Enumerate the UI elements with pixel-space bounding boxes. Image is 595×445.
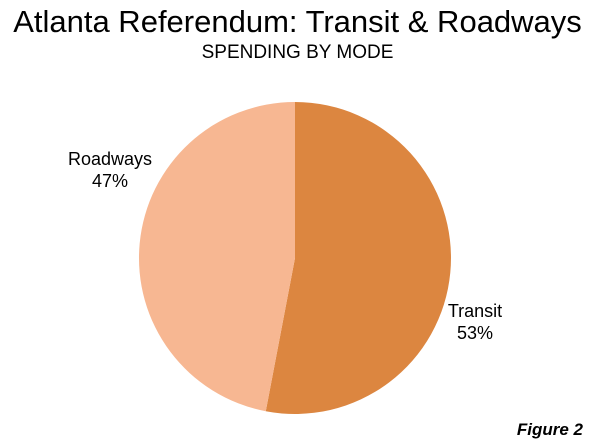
- slice-label-transit: Transit 53%: [430, 300, 520, 344]
- pie-slice-transit: [265, 102, 451, 414]
- slice-label-roadways: Roadways 47%: [60, 148, 160, 192]
- chart-subtitle: SPENDING BY MODE: [201, 42, 394, 63]
- pie-slice-roadways: [138, 101, 295, 412]
- figure-label: Figure 2: [516, 420, 583, 439]
- slice-label-roadways-value: 47%: [91, 171, 129, 191]
- slice-label-transit-name: Transit: [447, 301, 503, 321]
- slice-label-roadways-name: Roadways: [67, 149, 153, 169]
- chart-title: Atlanta Referendum: Transit & Roadways: [13, 4, 582, 39]
- pie-slices: [138, 101, 451, 414]
- slice-label-transit-value: 53%: [456, 323, 494, 343]
